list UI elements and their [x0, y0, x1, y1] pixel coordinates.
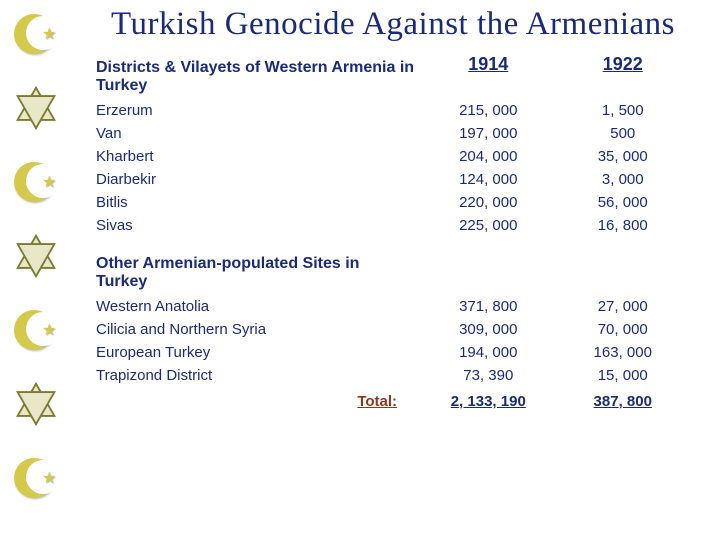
section2-header: Other Armenian-populated Sites in Turkey — [90, 247, 421, 295]
slide-title: Turkish Genocide Against the Armenians — [78, 6, 708, 43]
value-1922: 3, 000 — [556, 168, 691, 191]
col-year1: 1914 — [421, 51, 555, 99]
value-1922: 70, 000 — [556, 318, 691, 341]
value-1922: 500 — [556, 122, 691, 145]
population-table: Districts & Vilayets of Western Armenia … — [90, 51, 690, 413]
district-name: European Turkey — [90, 341, 421, 364]
value-1914: 309, 000 — [421, 318, 555, 341]
crescent-star-icon: ★ — [12, 306, 60, 354]
crescent-star-icon: ★ — [12, 158, 60, 206]
district-name: Erzerum — [90, 99, 421, 122]
district-name: Van — [90, 122, 421, 145]
total-1922: 387, 800 — [556, 387, 691, 413]
table-row: Western Anatolia371, 80027, 000 — [90, 295, 690, 318]
district-name: Western Anatolia — [90, 295, 421, 318]
crescent-star-icon: ★ — [12, 10, 60, 58]
table-row: Sivas225, 00016, 800 — [90, 214, 690, 237]
star-of-david-icon — [12, 380, 60, 428]
crescent-star-icon: ★ — [12, 454, 60, 502]
value-1922: 15, 000 — [556, 364, 691, 387]
table-row: Cilicia and Northern Syria309, 00070, 00… — [90, 318, 690, 341]
section1-header: Districts & Vilayets of Western Armenia … — [90, 51, 421, 99]
star-of-david-icon — [12, 232, 60, 280]
value-1914: 220, 000 — [421, 191, 555, 214]
table-row: Erzerum215, 0001, 500 — [90, 99, 690, 122]
value-1922: 16, 800 — [556, 214, 691, 237]
total-row: Total: 2, 133, 190 387, 800 — [90, 387, 690, 413]
value-1914: 194, 000 — [421, 341, 555, 364]
value-1914: 73, 390 — [421, 364, 555, 387]
district-name: Cilicia and Northern Syria — [90, 318, 421, 341]
total-label: Total: — [90, 387, 421, 413]
value-1914: 124, 000 — [421, 168, 555, 191]
value-1922: 27, 000 — [556, 295, 691, 318]
district-name: Sivas — [90, 214, 421, 237]
star-of-david-icon — [12, 84, 60, 132]
table-row: Bitlis220, 00056, 000 — [90, 191, 690, 214]
section-header-row: Districts & Vilayets of Western Armenia … — [90, 51, 690, 99]
table-row: Trapizond District73, 39015, 000 — [90, 364, 690, 387]
district-name: Diarbekir — [90, 168, 421, 191]
district-name: Trapizond District — [90, 364, 421, 387]
table-row: Kharbert204, 00035, 000 — [90, 145, 690, 168]
table-row: European Turkey194, 000163, 000 — [90, 341, 690, 364]
value-1914: 215, 000 — [421, 99, 555, 122]
district-name: Kharbert — [90, 145, 421, 168]
value-1914: 197, 000 — [421, 122, 555, 145]
district-name: Bitlis — [90, 191, 421, 214]
table-row: Diarbekir124, 0003, 000 — [90, 168, 690, 191]
section-header-row: Other Armenian-populated Sites in Turkey — [90, 247, 690, 295]
value-1914: 225, 000 — [421, 214, 555, 237]
value-1922: 56, 000 — [556, 191, 691, 214]
value-1922: 163, 000 — [556, 341, 691, 364]
col-year2: 1922 — [556, 51, 691, 99]
total-1914: 2, 133, 190 — [421, 387, 555, 413]
value-1922: 1, 500 — [556, 99, 691, 122]
value-1914: 204, 000 — [421, 145, 555, 168]
decorative-icon-rail: ★ ★ ★ ★ — [6, 10, 66, 502]
slide-content: Turkish Genocide Against the Armenians D… — [78, 6, 708, 413]
value-1922: 35, 000 — [556, 145, 691, 168]
value-1914: 371, 800 — [421, 295, 555, 318]
table-row: Van197, 000500 — [90, 122, 690, 145]
